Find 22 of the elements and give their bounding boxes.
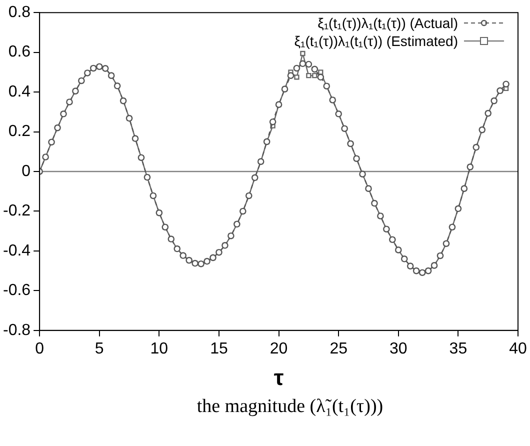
x-tick-label: 25 [330, 340, 348, 358]
text: the magnitude (λ̃₁(t₁(τ))) [196, 396, 384, 418]
legend-label: ξ₁(t₁(τ))λ₁(t₁(τ)) (Estimated) [294, 32, 458, 50]
x-tick-label: 15 [210, 340, 228, 358]
y-tick-label: -0.2 [2, 202, 31, 220]
x-axis-title: τ [274, 364, 284, 390]
x-tick-label: 10 [150, 340, 168, 358]
y-tick-label: -0.6 [2, 282, 31, 300]
x-tick-label: 30 [389, 340, 408, 358]
y-tick-label: 0.2 [8, 123, 31, 140]
x-tick-label: 40 [509, 340, 527, 358]
y-tick-label: 0 [22, 162, 31, 180]
x-tick-label: 0 [35, 340, 44, 358]
y-tick-label: 0.4 [8, 83, 31, 100]
legend-label: ξ₁(t₁(τ))λ₁(t₁(τ)) (Actual) [318, 14, 458, 32]
x-tick-label: 5 [94, 340, 104, 358]
y-tick-label: 0.8 [8, 4, 31, 22]
x-tick-label: 35 [449, 340, 468, 358]
y-tick-label: -0.4 [2, 242, 31, 260]
x-tick-label: 20 [270, 340, 288, 358]
y-tick-label: 0.6 [8, 44, 31, 61]
y-tick-label: -0.8 [2, 322, 31, 339]
